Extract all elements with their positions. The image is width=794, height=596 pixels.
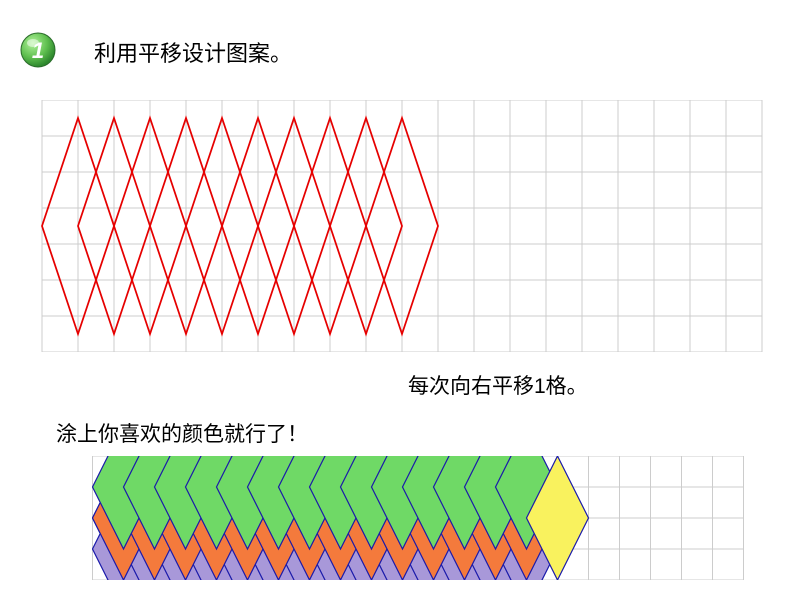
caption-shift: 每次向右平移1格。 [408, 370, 588, 400]
colored-diamonds [93, 456, 589, 580]
diamond-grid [32, 100, 772, 352]
number-badge: 1 [20, 32, 56, 68]
colored-diamond-grid [92, 456, 744, 580]
red-diamonds [42, 118, 438, 334]
badge-number: 1 [32, 38, 44, 63]
page-title: 利用平移设计图案。 [94, 36, 292, 68]
caption-color: 涂上你喜欢的颜色就行了！ [56, 418, 308, 448]
